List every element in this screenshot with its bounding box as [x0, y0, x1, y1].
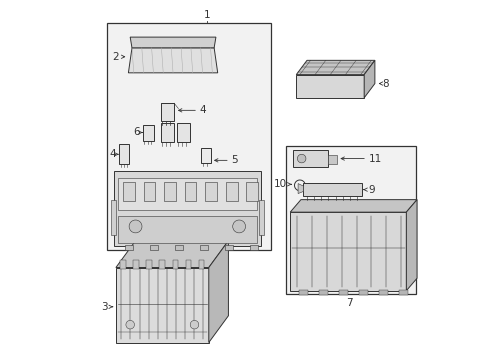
Polygon shape	[364, 60, 374, 98]
Text: 8: 8	[381, 78, 388, 89]
Circle shape	[297, 154, 305, 163]
Text: 5: 5	[231, 156, 238, 165]
Bar	[118, 178, 257, 210]
Polygon shape	[116, 267, 208, 342]
Bar	[319, 290, 327, 295]
Bar	[224, 245, 232, 250]
Bar	[339, 290, 347, 295]
Text: 10: 10	[273, 179, 286, 189]
Text: 9: 9	[368, 185, 375, 195]
FancyBboxPatch shape	[292, 150, 328, 167]
Circle shape	[232, 220, 245, 233]
Bar	[185, 260, 191, 269]
Bar	[149, 245, 157, 250]
Circle shape	[125, 320, 134, 329]
Bar	[258, 200, 264, 235]
Bar	[225, 182, 237, 202]
Bar	[164, 182, 176, 202]
Polygon shape	[128, 48, 217, 73]
Polygon shape	[208, 241, 228, 342]
Polygon shape	[298, 184, 303, 194]
Bar	[198, 260, 204, 269]
Polygon shape	[130, 37, 216, 48]
Bar	[110, 200, 116, 235]
Text: 6: 6	[133, 127, 140, 138]
Bar	[184, 182, 196, 202]
Polygon shape	[406, 200, 416, 291]
Bar	[176, 123, 190, 143]
Bar	[175, 245, 183, 250]
Bar	[299, 290, 307, 295]
Bar	[160, 123, 174, 143]
Bar	[118, 216, 257, 243]
Bar	[160, 103, 174, 121]
Polygon shape	[116, 241, 228, 267]
Bar	[142, 125, 154, 141]
Bar	[249, 245, 257, 250]
Text: 4: 4	[109, 149, 116, 159]
Text: 7: 7	[346, 298, 352, 308]
Text: 4: 4	[200, 105, 206, 115]
Text: 11: 11	[368, 154, 381, 163]
Circle shape	[129, 220, 142, 233]
Bar	[146, 260, 152, 269]
Text: 3: 3	[101, 302, 108, 312]
Text: 2: 2	[112, 52, 119, 62]
Bar	[133, 260, 139, 269]
Polygon shape	[296, 75, 364, 98]
Bar	[205, 182, 217, 202]
Bar	[124, 245, 132, 250]
Bar	[119, 144, 129, 164]
Bar	[114, 171, 260, 246]
Polygon shape	[296, 60, 374, 75]
Polygon shape	[290, 212, 406, 291]
Bar	[120, 260, 125, 269]
Bar	[328, 155, 337, 164]
Bar	[201, 148, 210, 163]
Bar	[172, 260, 178, 269]
Bar	[123, 182, 135, 202]
Bar	[285, 146, 415, 294]
Bar	[246, 182, 258, 202]
Bar	[358, 290, 367, 295]
Bar	[200, 245, 207, 250]
Polygon shape	[290, 200, 416, 212]
Text: 1: 1	[203, 10, 210, 20]
Bar	[398, 290, 407, 295]
Bar	[143, 182, 155, 202]
Bar	[107, 23, 271, 249]
Bar	[159, 260, 165, 269]
Bar	[378, 290, 387, 295]
Circle shape	[190, 320, 198, 329]
FancyBboxPatch shape	[303, 183, 362, 196]
